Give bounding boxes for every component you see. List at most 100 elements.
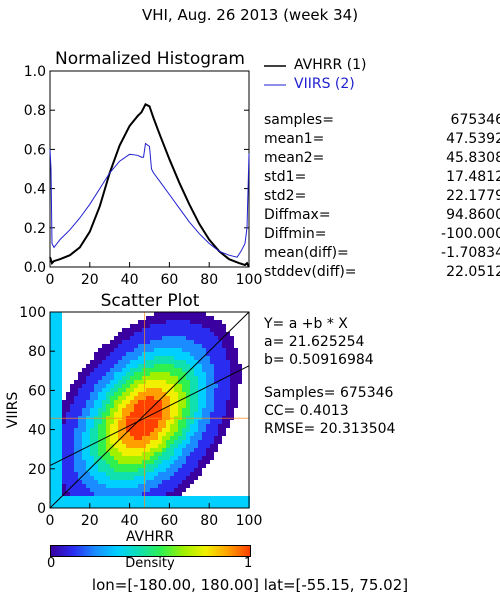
density-cell xyxy=(174,436,178,440)
density-cell xyxy=(54,488,58,492)
density-cell xyxy=(70,392,74,396)
density-cell xyxy=(162,328,166,332)
density-cell xyxy=(234,496,238,500)
density-cell xyxy=(98,404,102,408)
density-cell xyxy=(186,384,190,388)
density-cell xyxy=(230,356,234,360)
density-cell xyxy=(166,408,170,412)
density-cell xyxy=(218,440,222,444)
density-cell xyxy=(150,372,154,376)
density-cell xyxy=(126,492,130,496)
density-cell xyxy=(174,360,178,364)
density-cell xyxy=(134,456,138,460)
density-cell xyxy=(118,476,122,480)
density-cell xyxy=(162,384,166,388)
density-cell xyxy=(138,480,142,484)
density-cell xyxy=(54,352,58,356)
histogram-title: Normalized Histogram xyxy=(55,49,245,69)
density-cell xyxy=(158,364,162,368)
density-cell xyxy=(170,400,174,404)
density-cell xyxy=(106,412,110,416)
density-cell xyxy=(126,488,130,492)
density-cell xyxy=(182,436,186,440)
density-cell xyxy=(218,428,222,432)
density-cell xyxy=(82,404,86,408)
density-cell xyxy=(194,392,198,396)
density-cell xyxy=(130,448,134,452)
density-cell xyxy=(178,392,182,396)
density-cell xyxy=(122,460,126,464)
density-cell xyxy=(230,388,234,392)
scatter-xtick-label: 40 xyxy=(121,513,139,529)
histogram-ytick-label: 1.0 xyxy=(24,64,46,80)
density-cell xyxy=(214,388,218,392)
density-cell xyxy=(150,496,154,500)
density-cell xyxy=(238,372,242,376)
density-cell xyxy=(158,356,162,360)
density-cell xyxy=(194,404,198,408)
density-cell xyxy=(162,364,166,368)
density-cell xyxy=(222,340,226,344)
density-cell xyxy=(186,444,190,448)
density-cell xyxy=(118,392,122,396)
density-cell xyxy=(234,360,238,364)
density-cell xyxy=(154,464,158,468)
density-cell xyxy=(178,328,182,332)
density-cell xyxy=(114,500,118,504)
density-cell xyxy=(222,400,226,404)
density-cell xyxy=(114,408,118,412)
histogram-xtick-label: 80 xyxy=(200,272,218,288)
density-cell xyxy=(162,324,166,328)
density-cell xyxy=(174,376,178,380)
density-cell xyxy=(142,404,146,408)
density-cell xyxy=(74,472,78,476)
density-cell xyxy=(50,492,54,496)
density-cell xyxy=(174,468,178,472)
density-cell xyxy=(98,460,102,464)
density-cell xyxy=(230,500,234,504)
density-cell xyxy=(130,488,134,492)
density-cell xyxy=(202,376,206,380)
density-cell xyxy=(86,452,90,456)
density-cell xyxy=(50,448,54,452)
density-cell xyxy=(214,340,218,344)
density-cell xyxy=(98,472,102,476)
density-cell xyxy=(86,464,90,468)
density-cell xyxy=(146,428,150,432)
density-cell xyxy=(182,324,186,328)
density-cell xyxy=(134,468,138,472)
density-cell xyxy=(146,340,150,344)
density-cell xyxy=(50,368,54,372)
density-cell xyxy=(186,332,190,336)
density-cell xyxy=(78,456,82,460)
density-cell xyxy=(202,412,206,416)
density-cell xyxy=(58,484,62,488)
density-cell xyxy=(190,424,194,428)
density-cell xyxy=(50,328,54,332)
density-cell xyxy=(242,500,246,504)
density-cell xyxy=(158,316,162,320)
density-cell xyxy=(206,432,210,436)
density-cell xyxy=(222,500,226,504)
density-cell xyxy=(98,492,102,496)
density-cell xyxy=(126,404,130,408)
density-cell xyxy=(126,472,130,476)
density-cell xyxy=(234,376,238,380)
density-cell xyxy=(82,368,86,372)
density-cell xyxy=(234,404,238,408)
stat-label: mean2= xyxy=(264,150,325,166)
density-cell xyxy=(218,328,222,332)
density-cell xyxy=(134,392,138,396)
density-cell xyxy=(186,480,190,484)
density-cell xyxy=(178,428,182,432)
density-cell xyxy=(126,372,130,376)
density-cell xyxy=(58,464,62,468)
density-cell xyxy=(78,432,82,436)
density-cell xyxy=(222,428,226,432)
density-cell xyxy=(166,480,170,484)
lat-label: lat= xyxy=(263,576,296,594)
density-cell xyxy=(90,364,94,368)
density-cell xyxy=(138,352,142,356)
density-cell xyxy=(50,332,54,336)
density-cell xyxy=(178,396,182,400)
